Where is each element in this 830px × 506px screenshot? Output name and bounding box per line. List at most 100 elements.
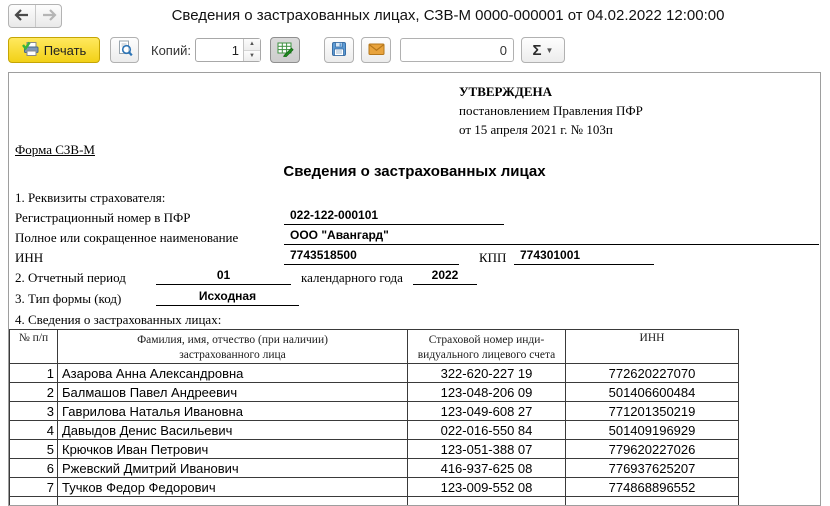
preview-magnifier-icon [117, 40, 133, 60]
inn-label: ИНН [15, 250, 44, 265]
col-header-fio-line1: Фамилия, имя, отчество (при наличии) [137, 333, 328, 346]
back-icon [14, 8, 30, 24]
table-row[interactable]: 5 Крючков Иван Петрович 123-051-388 07 7… [9, 439, 739, 459]
table-row[interactable]: 7 Тучков Федор Федорович 123-009-552 08 … [9, 477, 739, 497]
section1-heading: 1. Реквизиты страхователя: [15, 190, 166, 205]
table-row[interactable]: 3 Гаврилова Наталья Ивановна 123-049-608… [9, 401, 739, 421]
col-header-inn: ИНН [565, 329, 739, 364]
cell-empty [407, 496, 566, 505]
cell-empty [565, 496, 739, 505]
print-preview-button[interactable] [110, 37, 139, 63]
approved-line3: от 15 апреля 2021 г. № 103п [459, 122, 613, 137]
form-title: Сведения о застрахованных лицах [283, 163, 546, 180]
table-settings-button[interactable] [270, 37, 300, 63]
insured-persons-table: № п/п Фамилия, имя, отчество (при наличи… [9, 329, 739, 505]
table-header-row: № п/п Фамилия, имя, отчество (при наличи… [9, 329, 739, 364]
cell-fio: Тучков Федор Федорович [57, 477, 408, 497]
table-row[interactable]: 6 Ржевский Дмитрий Иванович 416-937-625 … [9, 458, 739, 478]
cell-num: 1 [9, 363, 58, 383]
copies-input[interactable] [196, 39, 243, 61]
cell-snils: 022-016-550 84 [407, 420, 566, 440]
cell-num: 2 [9, 382, 58, 402]
org-name-label: Полное или сокращенное наименование [15, 230, 239, 245]
cell-inn: 501406600484 [565, 382, 739, 402]
cell-fio: Ржевский Дмитрий Иванович [57, 458, 408, 478]
form-type-label: 3. Тип формы (код) [15, 291, 122, 306]
cell-num: 6 [9, 458, 58, 478]
sigma-icon: Σ [532, 41, 542, 59]
cell-fio: Давыдов Денис Васильевич [57, 420, 408, 440]
cell-fio: Балмашов Павел Андреевич [57, 382, 408, 402]
cell-inn: 772620227070 [565, 363, 739, 383]
cell-num: 4 [9, 420, 58, 440]
col-header-snils-line2: видуального лицевого счета [417, 348, 556, 361]
forward-button[interactable] [35, 5, 61, 27]
cell-snils: 123-049-608 27 [407, 401, 566, 421]
inn-value: 7743518500 [284, 247, 459, 265]
title-bar: Сведения о застрахованных лицах, СЗВ-М 0… [0, 0, 830, 30]
reg-number-label: Регистрационный номер в ПФР [15, 210, 191, 225]
table-edit-icon [277, 41, 294, 60]
cell-inn: 774868896552 [565, 477, 739, 497]
year-value: 2022 [413, 267, 477, 285]
cell-snils: 416-937-625 08 [407, 458, 566, 478]
print-button[interactable]: Печать [8, 37, 100, 63]
table-row[interactable]: 2 Балмашов Павел Андреевич 123-048-206 0… [9, 382, 739, 402]
spin-up-button[interactable]: ▲ [244, 39, 260, 50]
cell-inn: 776937625207 [565, 458, 739, 478]
window-title: Сведения о застрахованных лицах, СЗВ-М 0… [171, 6, 725, 24]
period-value: 01 [156, 267, 291, 285]
sum-dropdown-button[interactable]: Σ ▼ [521, 37, 565, 63]
nav-button-group [8, 4, 62, 28]
table-row[interactable]: 1 Азарова Анна Александровна 322-620-227… [9, 363, 739, 383]
cell-num: 5 [9, 439, 58, 459]
approved-line2: постановлением Правления ПФР [459, 103, 643, 118]
cell-snils: 123-048-206 09 [407, 382, 566, 402]
approved-line1: УТВЕРЖДЕНА [459, 84, 553, 99]
table-row[interactable]: 4 Давыдов Денис Васильевич 022-016-550 8… [9, 420, 739, 440]
copies-spinner: ▲ ▼ [195, 38, 261, 62]
sum-field[interactable] [400, 38, 514, 62]
cell-empty [9, 496, 58, 505]
form-szvm-label: Форма СЗВ-М [15, 142, 95, 157]
save-button[interactable] [324, 37, 354, 63]
kpp-value: 774301001 [514, 247, 654, 265]
cell-num: 3 [9, 401, 58, 421]
period-label: 2. Отчетный период [15, 270, 126, 285]
section4-heading: 4. Сведения о застрахованных лицах: [15, 312, 222, 327]
reg-number-value: 022-122-000101 [284, 207, 504, 225]
cell-inn: 501409196929 [565, 420, 739, 440]
copies-label: Копий: [151, 42, 191, 58]
col-header-fio-line2: застрахованного лица [179, 348, 286, 361]
spreadsheet-document-area[interactable]: УТВЕРЖДЕНА постановлением Правления ПФР … [8, 72, 821, 506]
calendar-year-label: календарного года [301, 270, 403, 285]
table-row-partial [9, 496, 739, 505]
col-header-snils-line1: Страховой номер инди- [428, 333, 545, 346]
form-type-value: Исходная [156, 288, 299, 306]
print-button-label: Печать [43, 42, 87, 58]
cell-snils: 322-620-227 19 [407, 363, 566, 383]
save-floppy-icon [331, 41, 347, 60]
org-name-value: ООО "Авангард" [284, 227, 819, 245]
col-header-snils: Страховой номер инди- видуального лицево… [407, 329, 566, 364]
cell-snils: 123-009-552 08 [407, 477, 566, 497]
cell-fio: Азарова Анна Александровна [57, 363, 408, 383]
chevron-down-icon: ▼ [545, 45, 554, 55]
spin-down-button[interactable]: ▼ [244, 49, 260, 61]
cell-inn: 779620227026 [565, 439, 739, 459]
printer-icon [21, 41, 39, 60]
toolbar: Печать Копий: ▲ ▼ [0, 30, 830, 70]
back-button[interactable] [9, 5, 35, 27]
copies-spin-buttons: ▲ ▼ [243, 39, 260, 61]
col-header-num: № п/п [9, 329, 58, 364]
kpp-label: КПП [479, 250, 507, 265]
email-button[interactable] [361, 37, 391, 63]
cell-fio: Крючков Иван Петрович [57, 439, 408, 459]
cell-fio: Гаврилова Наталья Ивановна [57, 401, 408, 421]
cell-snils: 123-051-388 07 [407, 439, 566, 459]
cell-num: 7 [9, 477, 58, 497]
col-header-fio: Фамилия, имя, отчество (при наличии) зас… [57, 329, 408, 364]
cell-inn: 771201350219 [565, 401, 739, 421]
cell-empty [57, 496, 408, 505]
